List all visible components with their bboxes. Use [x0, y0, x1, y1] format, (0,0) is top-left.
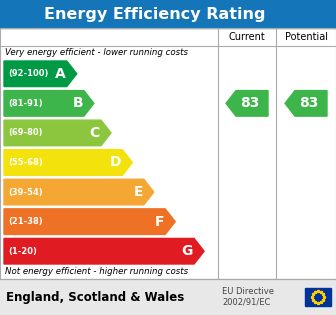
- Polygon shape: [4, 179, 154, 205]
- Text: Energy Efficiency Rating: Energy Efficiency Rating: [44, 7, 265, 21]
- Text: (39-54): (39-54): [8, 187, 43, 197]
- Polygon shape: [226, 91, 268, 116]
- Polygon shape: [4, 120, 111, 146]
- Text: C: C: [90, 126, 100, 140]
- Text: 83: 83: [299, 96, 318, 110]
- Text: 2002/91/EC: 2002/91/EC: [222, 297, 270, 306]
- Polygon shape: [4, 238, 204, 264]
- Polygon shape: [4, 61, 77, 87]
- Text: G: G: [182, 244, 193, 258]
- Text: Not energy efficient - higher running costs: Not energy efficient - higher running co…: [5, 267, 188, 276]
- Text: F: F: [155, 215, 164, 229]
- Text: (92-100): (92-100): [8, 69, 48, 78]
- Text: (69-80): (69-80): [8, 129, 42, 137]
- Text: 83: 83: [240, 96, 259, 110]
- Text: D: D: [110, 156, 121, 169]
- Text: Current: Current: [228, 32, 265, 42]
- Polygon shape: [285, 91, 327, 116]
- Text: (55-68): (55-68): [8, 158, 43, 167]
- Bar: [0, 0, 336, 28]
- Polygon shape: [4, 150, 132, 175]
- Text: England, Scotland & Wales: England, Scotland & Wales: [6, 290, 184, 303]
- Bar: [305, 288, 331, 306]
- Text: E: E: [133, 185, 143, 199]
- Text: Very energy efficient - lower running costs: Very energy efficient - lower running co…: [5, 48, 188, 57]
- Polygon shape: [4, 91, 94, 116]
- Text: EU Directive: EU Directive: [222, 288, 274, 296]
- Text: Potential: Potential: [285, 32, 328, 42]
- Text: B: B: [72, 96, 83, 110]
- Bar: [0, 279, 336, 315]
- Text: A: A: [55, 67, 66, 81]
- Polygon shape: [4, 209, 175, 234]
- Text: (81-91): (81-91): [8, 99, 43, 108]
- Text: (1-20): (1-20): [8, 247, 37, 256]
- Text: (21-38): (21-38): [8, 217, 43, 226]
- Bar: [0, 28, 336, 279]
